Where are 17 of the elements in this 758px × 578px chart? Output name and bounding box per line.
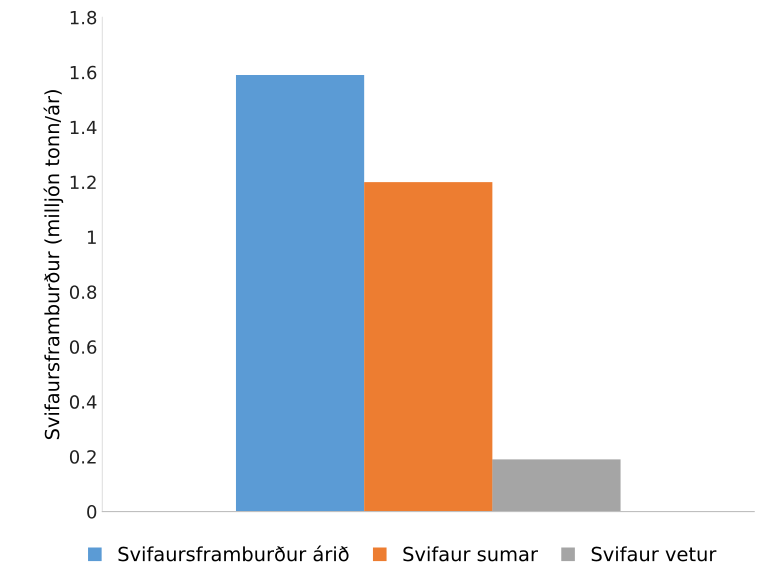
y-tick-label: 1.4 — [70, 120, 96, 134]
y-tick-label: 1 — [88, 230, 96, 244]
y-tick-label: 1.8 — [70, 10, 96, 24]
legend-label: Svifaur sumar — [403, 546, 538, 562]
y-tick-label: 0.8 — [70, 285, 96, 300]
y-tick-label: 0.4 — [70, 395, 96, 409]
y-tick-label: 0.6 — [70, 340, 96, 354]
bar — [236, 74, 364, 512]
y-tick-label: 0.2 — [70, 450, 96, 464]
bar — [492, 459, 621, 512]
y-tick-label: 0 — [87, 504, 96, 519]
y-tick-label: 1.6 — [70, 66, 96, 80]
legend-label: Svifaursframburður árið — [118, 546, 349, 562]
legend-label: Svifaur vetur — [592, 546, 716, 562]
y-tick-label: 1.2 — [70, 176, 96, 189]
bar — [364, 182, 492, 512]
y-axis-title: Svifaursframburður (milljón tonn/ár) — [44, 90, 64, 440]
